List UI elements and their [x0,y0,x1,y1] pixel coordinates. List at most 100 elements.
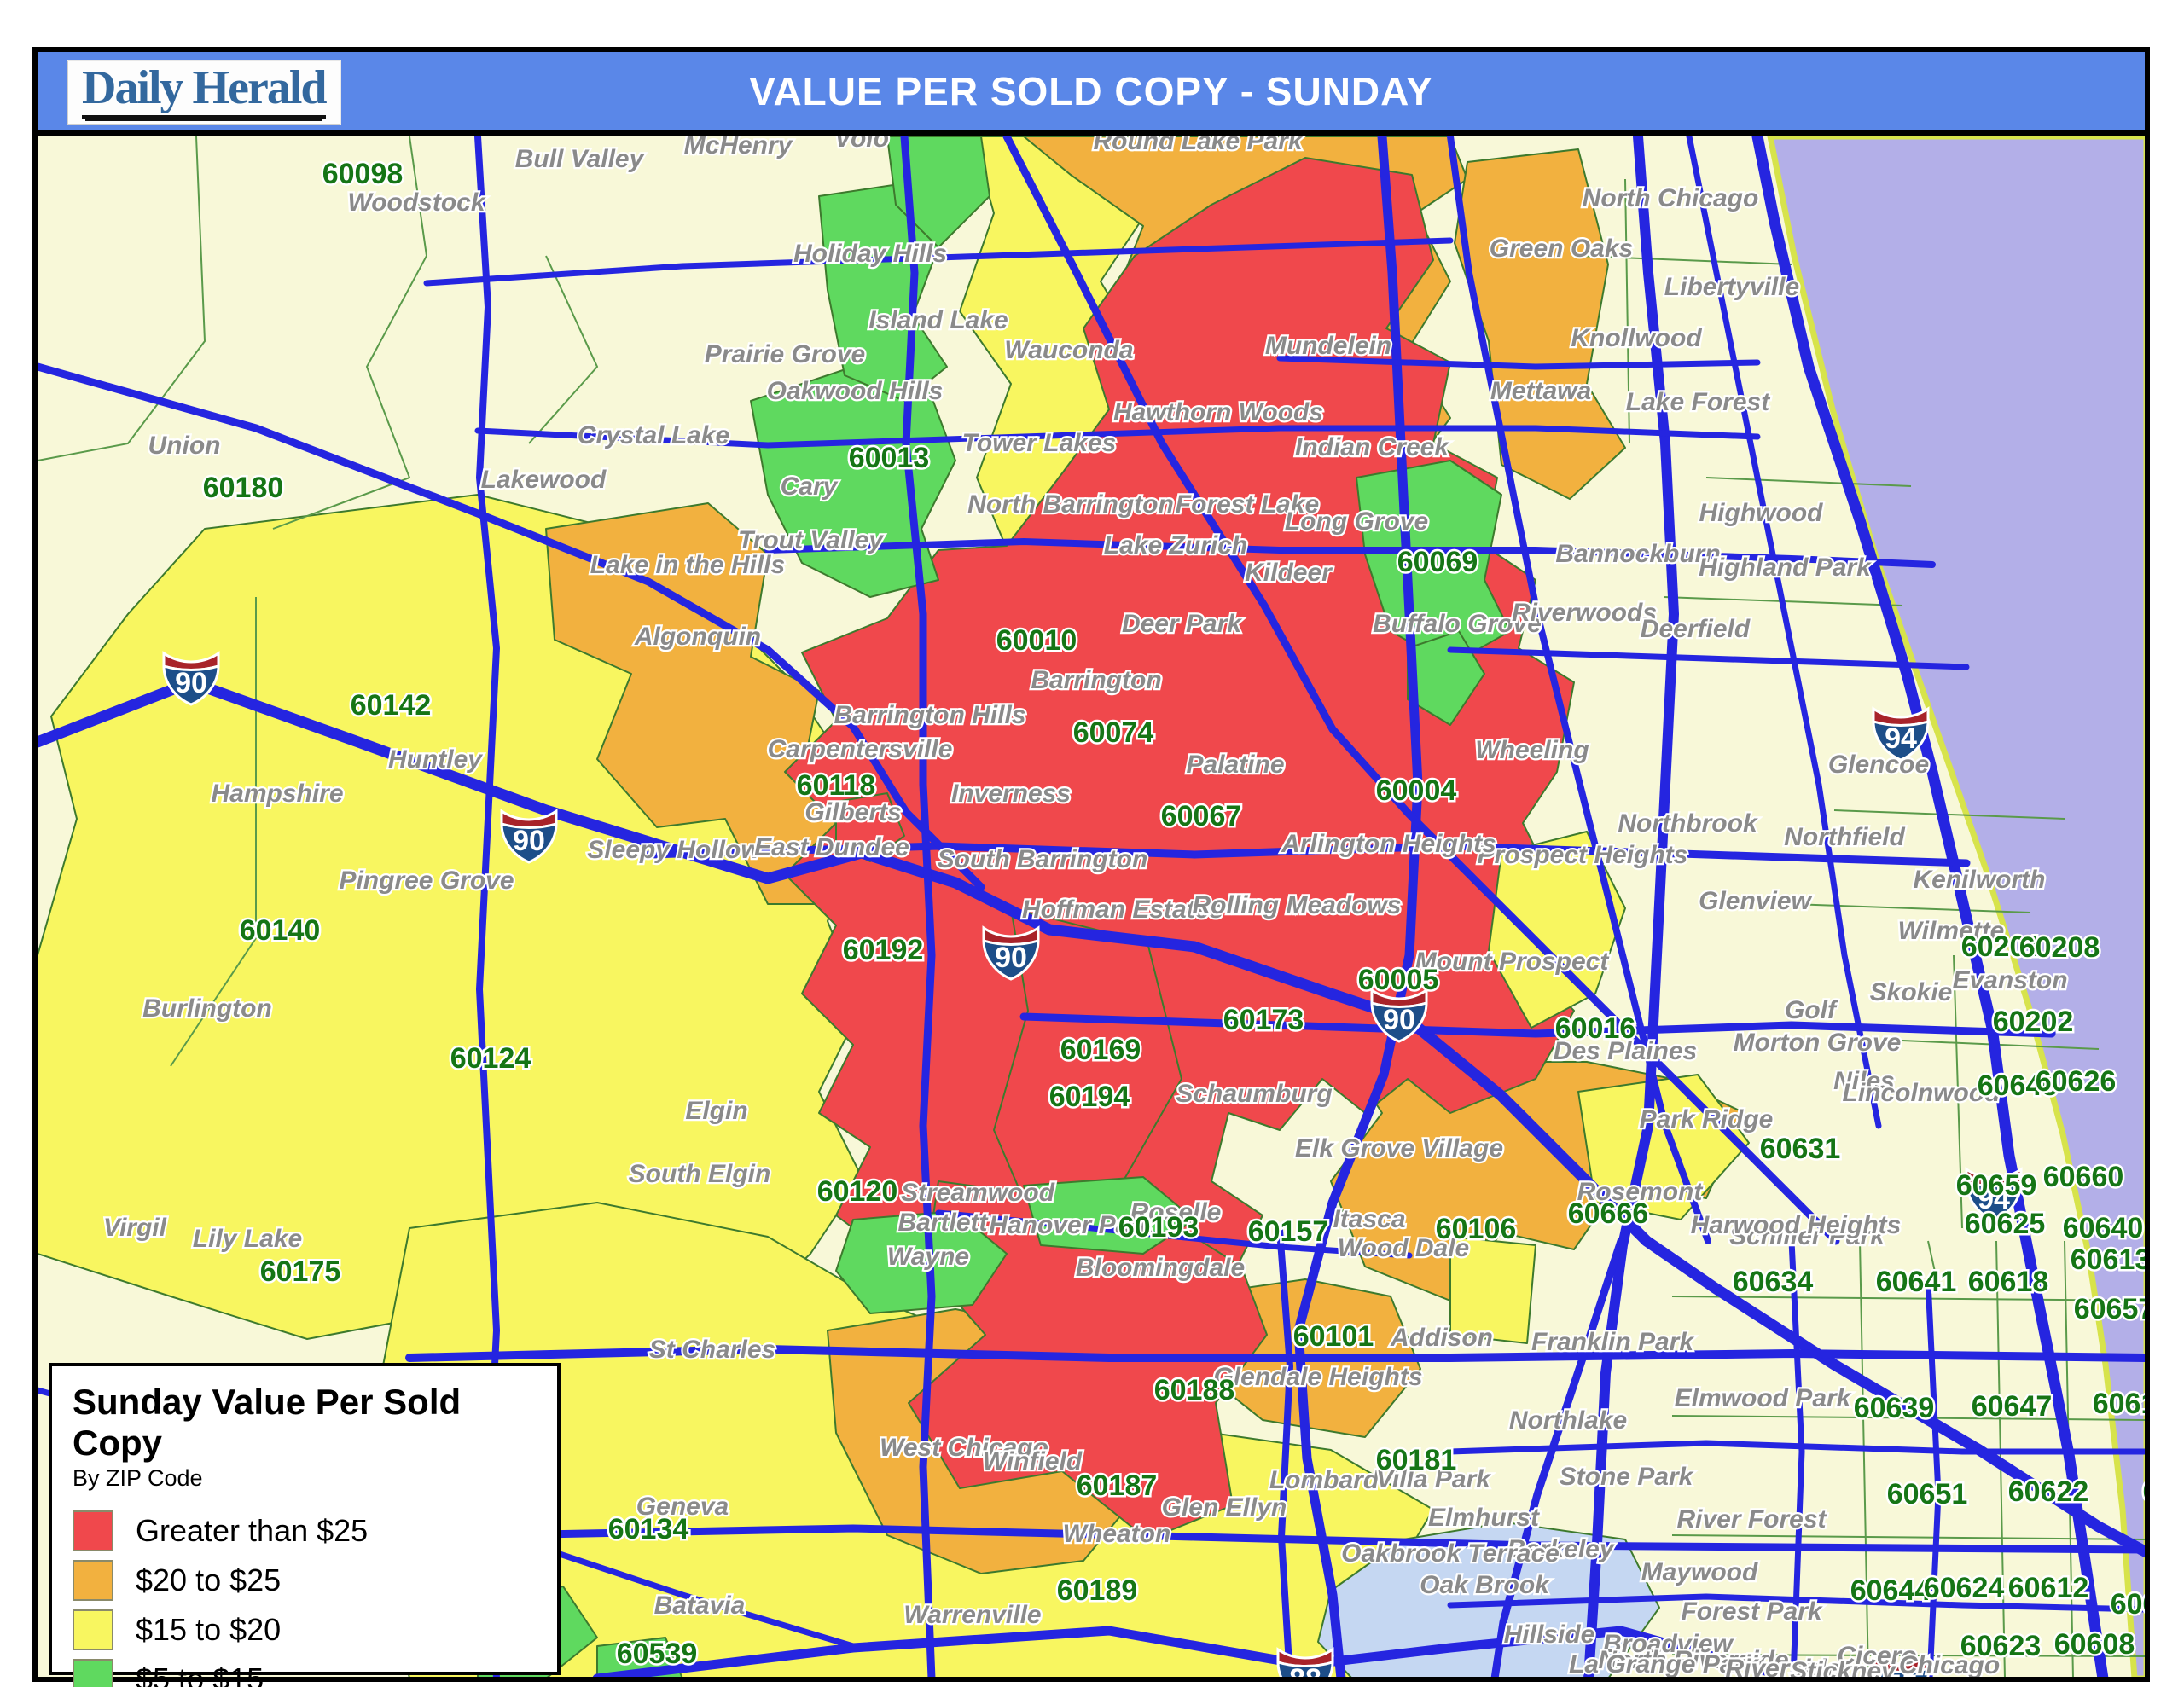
city-label-oak-brook: Oak Brook [1420,1571,1550,1599]
city-label-libertyville: Libertyville [1664,273,1799,301]
highway-12 [405,1524,2145,1554]
zip-label-60612: 60612 [2008,1572,2089,1604]
interstate-90-shield: 90 [982,925,1040,981]
city-label-huntley: Huntley [388,745,483,774]
city-label-lake-forest: Lake Forest [1626,388,1771,416]
zip-label-60194: 60194 [1049,1081,1130,1113]
city-label-deer-park: Deer Park [1122,610,1242,638]
city-label-island-lake: Island Lake [868,306,1008,334]
zip-label-60607: 60607 [2111,1588,2145,1620]
city-label-streamwood: Streamwood [901,1179,1055,1207]
city-label-kenilworth: Kenilworth [1914,866,2046,894]
interstate-number: 90 [1383,1004,1415,1036]
city-label-broadview: Broadview [1603,1630,1734,1658]
city-label-forest-lake: Forest Lake [1176,490,1319,519]
zip-label-60624: 60624 [1924,1572,2005,1604]
highway-0 [38,676,2145,1558]
zip-label-60188: 60188 [1154,1374,1235,1406]
city-label-berkeley: Berkeley [1507,1535,1614,1563]
city-label-winfield: Winfield [983,1447,1083,1475]
zip-label-60069: 60069 [1397,546,1478,578]
city-label-bloomingdale: Bloomingdale [1076,1254,1245,1282]
city-label-highwood: Highwood [1699,499,1824,527]
boundary-line-15 [1671,1415,2145,1421]
highway-26 [1276,355,1761,370]
city-label-north-chicago: North Chicago [1583,184,1759,212]
city-label-hawthorn-woods: Hawthorn Woods [1113,398,1323,426]
city-label-tower-lakes: Tower Lakes [962,429,1117,457]
city-label-burlington: Burlington [142,994,272,1023]
zip-label-60169: 60169 [1060,1034,1141,1066]
highway-23 [1788,1238,1805,1677]
city-label-algonquin: Algonquin [634,623,761,651]
city-label-chicago: Chicago [1899,1651,2000,1677]
city-label-kildeer: Kildeer [1245,559,1333,587]
city-label-batavia: Batavia [654,1591,746,1620]
zip-label-60192: 60192 [843,934,924,966]
city-label-south-barrington: South Barrington [938,845,1148,873]
page-title: VALUE PER SOLD COPY - SUNDAY [749,69,1433,113]
city-label-glen-ellyn: Glen Ellyn [1162,1493,1287,1522]
zip-label-60651: 60651 [1887,1478,1968,1510]
city-label-north-barrington: North Barrington [967,490,1174,519]
highway-2 [1583,136,1679,1677]
interstate-90-shield: 90 [1370,988,1428,1043]
city-label-glenview: Glenview [1699,887,1812,915]
city-label-indian-creek: Indian Creek [1295,433,1449,461]
region-green-60069 [1356,460,1511,666]
city-label-pingree-grove: Pingree Grove [339,867,514,895]
highway-16 [1447,646,1970,670]
legend-subtitle: By ZIP Code [73,1465,203,1491]
highway-19 [1276,1226,1293,1677]
header-bar: Daily Herald VALUE PER SOLD COPY - SUNDA… [38,52,2145,136]
interstate-number: 55 [1885,1669,1918,1677]
zip-label-60640: 60640 [2063,1212,2144,1244]
legend-label: $15 to $20 [136,1612,282,1647]
legend-swatch-2 [73,1609,113,1650]
zip-label-60614: 60614 [2093,1388,2145,1420]
city-label-glendale-heights: Glendale Heights [1213,1363,1422,1391]
zip-label-60067: 60067 [1161,800,1242,832]
city-label-mettawa: Mettawa [1490,377,1591,405]
highway-1 [1751,136,2109,1677]
highway-10 [1019,1012,2056,1038]
zip-label-60004: 60004 [1376,774,1457,807]
zip-label-60180: 60180 [203,472,284,504]
boundary-line-0 [38,136,206,461]
region-green-wayne [835,1210,1008,1314]
city-label-mchenry: McHenry [684,136,793,159]
interstate-90-shield: 90 [500,809,558,864]
zip-value-map: 90 90 90 90 94 94 88 55 McHenry Bull Valley Woods… [38,136,2145,1677]
zip-label-60189: 60189 [1057,1574,1138,1607]
highway-8 [474,425,1761,449]
legend-swatch-1 [73,1560,113,1601]
city-label-franklin-park: Franklin Park [1531,1328,1694,1356]
zip-label-60641: 60641 [1876,1266,1957,1298]
zip-label-60124: 60124 [450,1042,531,1075]
zip-label-60142: 60142 [351,689,432,722]
zip-label-60202: 60202 [1993,1006,2074,1038]
boundary-line-10 [1859,1240,1869,1677]
city-label-glencoe: Glencoe [1828,751,1929,779]
highway-20 [1490,1237,1625,1677]
city-label-schiller-park: Schiller Park [1729,1222,1885,1250]
interstate-94-shield: 94 [1965,1167,2023,1222]
city-label-rosemont: Rosemont [1577,1178,1705,1206]
boundary-line-16 [1671,1534,2145,1540]
boundary-line-17 [1671,1654,2145,1657]
zip-label-60106: 60106 [1436,1213,1517,1245]
boundary-line-19 [1902,1040,2100,1050]
city-label-cary: Cary [781,472,839,501]
city-label-northlake: Northlake [1509,1406,1627,1435]
interstate-number: 94 [1978,1183,2010,1215]
zip-label-60005: 60005 [1358,964,1439,996]
city-label-northbrook: Northbrook [1618,809,1758,838]
city-label-itasca: Itasca [1333,1205,1405,1233]
highway-17 [38,362,985,891]
city-label-wheeling: Wheeling [1475,736,1589,764]
city-label-prospect-heights: Prospect Heights [1478,841,1688,869]
city-label-villa-park: Villa Park [1376,1465,1491,1493]
city-label-riverwoods: Riverwoods [1512,599,1657,627]
city-label-virgil: Virgil [103,1214,167,1242]
